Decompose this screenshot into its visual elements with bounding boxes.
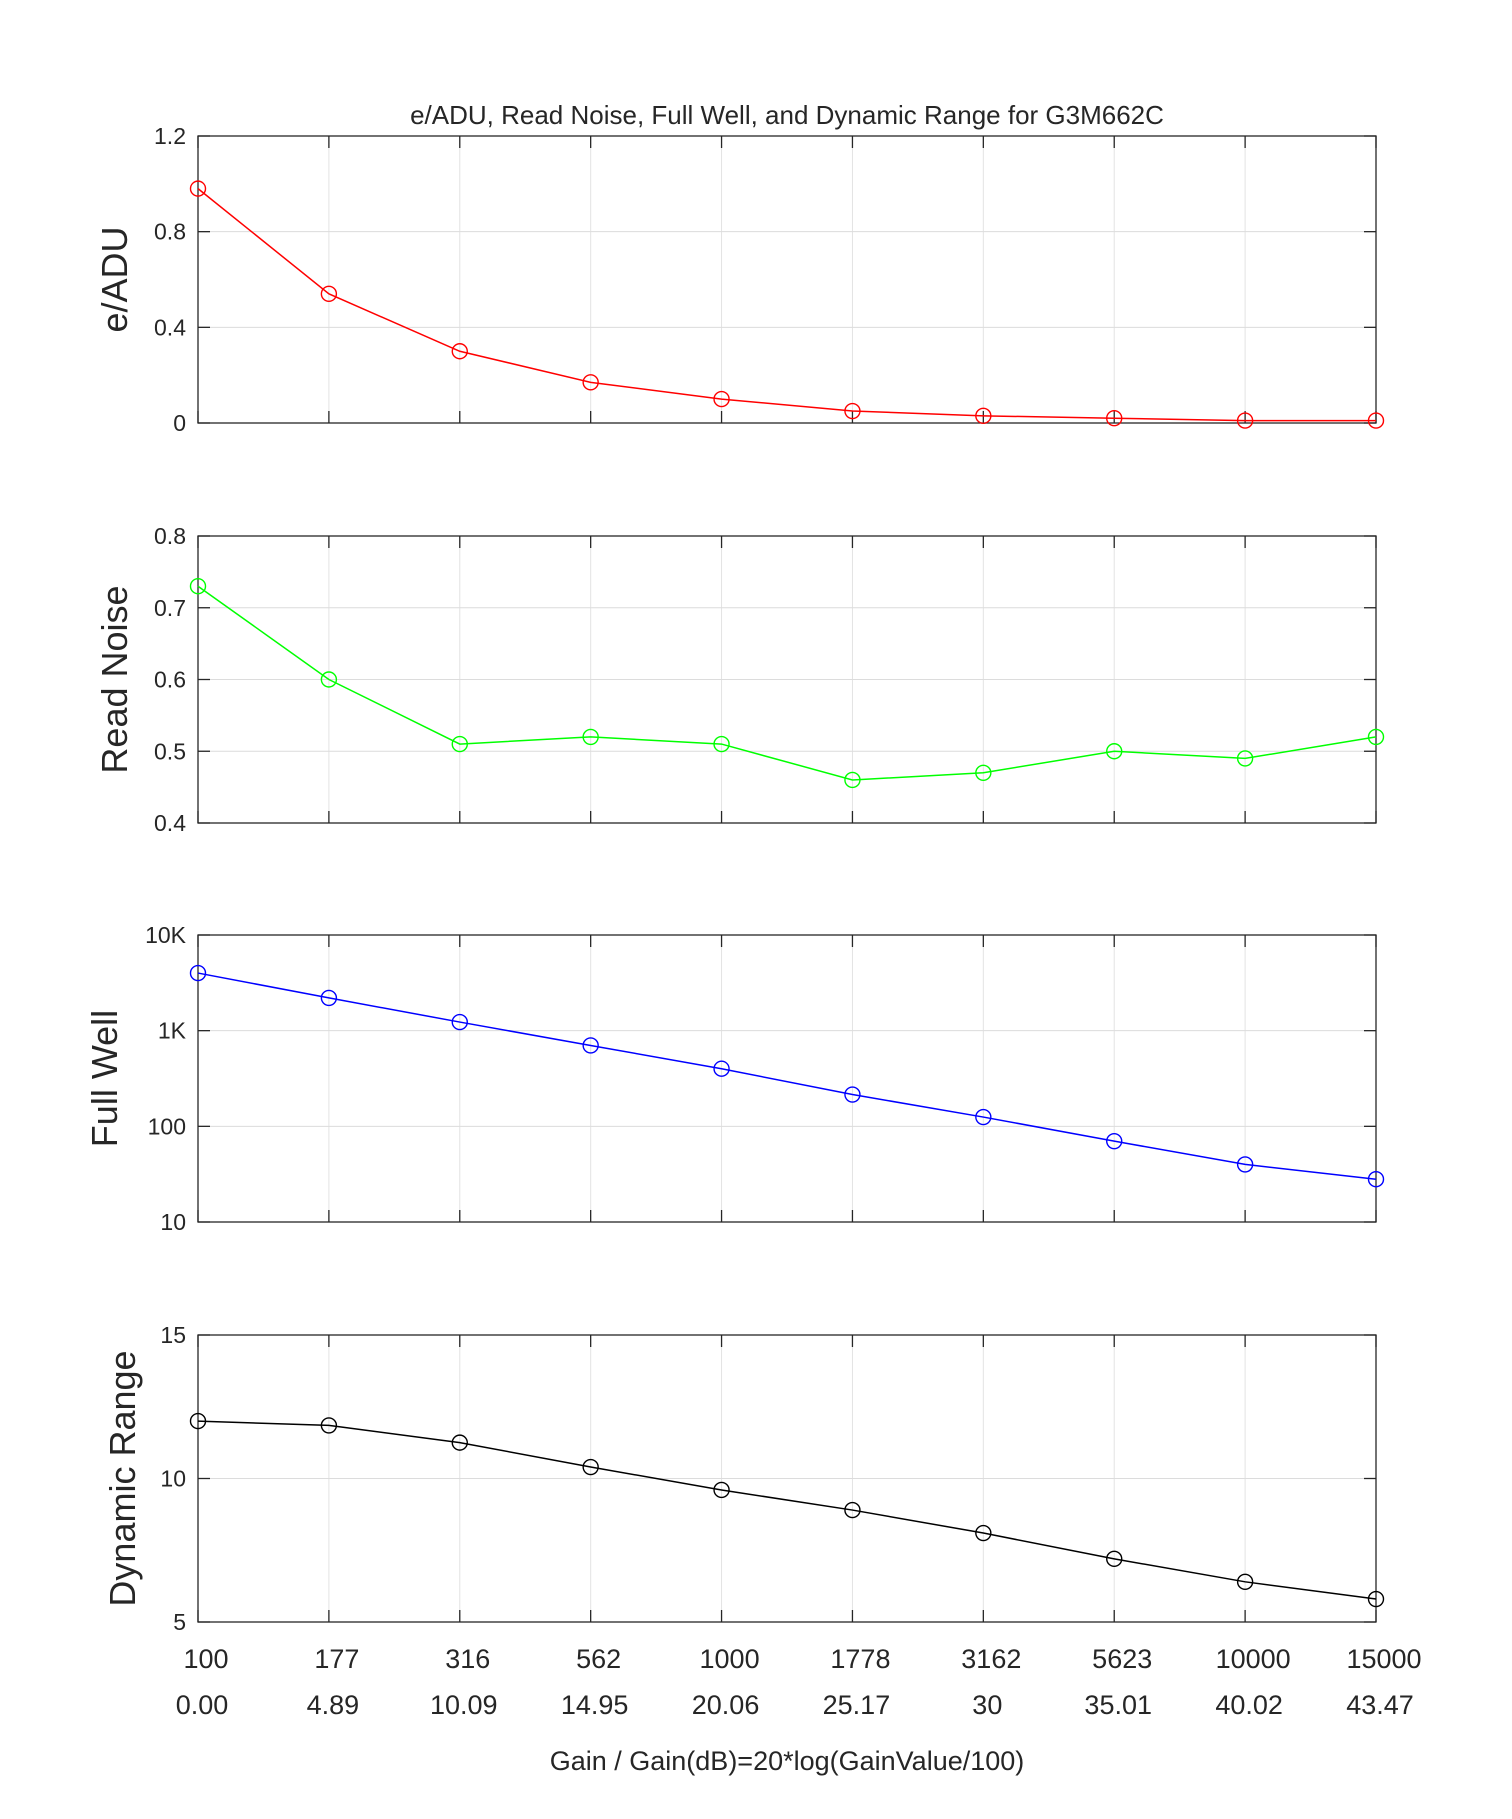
y-tick-label: 10 [160,1209,186,1235]
data-point-marker [713,390,730,408]
data-point-marker [189,180,207,197]
y-tick-label: 0.6 [154,667,186,693]
data-point-marker [844,771,861,789]
y-tick-label: 0.8 [154,523,186,549]
x-tick-label-db: 25.17 [823,1690,891,1720]
x-tick-label-gain: 1778 [830,1644,890,1674]
data-point-marker [975,764,992,781]
data-point-marker [320,285,338,303]
chart-title: e/ADU, Read Noise, Full Well, and Dynami… [410,100,1164,130]
x-tick-label-gain: 1000 [700,1644,760,1674]
data-point-marker [1367,728,1385,746]
x-tick-label-gain: 562 [576,1644,621,1674]
data-point-marker [582,1037,599,1054]
y-tick-label: 10 [160,1466,186,1492]
data-point-marker [451,343,468,360]
x-tick-label-gain: 10000 [1216,1644,1291,1674]
data-point-marker [1106,1132,1123,1150]
data-point-marker [975,1108,992,1126]
data-point-marker [451,735,468,753]
y-tick-label: 0.8 [154,219,186,245]
x-tick-label-db: 30 [972,1690,1002,1720]
data-point-marker [1236,412,1254,429]
x-tick-label-db: 14.95 [561,1690,629,1720]
y-axis-label: Read Noise [94,585,135,773]
y-tick-label: 100 [148,1113,186,1139]
series-line [197,972,1377,1180]
data-point-marker [1367,412,1385,429]
x-tick-label-gain: 5623 [1092,1644,1152,1674]
data-point-marker [713,1060,730,1077]
y-tick-label: 10K [145,922,187,948]
data-point-marker [582,374,599,391]
data-point-marker [844,1086,861,1103]
series-line [197,1420,1377,1600]
data-point-marker [320,1417,338,1434]
data-point-marker [582,728,599,746]
y-tick-label: 0.4 [154,314,186,340]
data-point-marker [189,964,207,982]
x-tick-label-gain: 15000 [1346,1644,1421,1674]
data-point-marker [844,402,861,420]
y-tick-label: 0.4 [154,810,186,836]
data-point-marker [320,671,338,688]
series-line [197,585,1377,781]
data-point-marker [582,1458,599,1476]
x-tick-label-db: 35.01 [1084,1690,1152,1720]
x-axis-label: Gain / Gain(dB)=20*log(GainValue/100) [550,1746,1025,1776]
y-tick-label: 0.7 [154,595,186,621]
series-line [197,188,1376,422]
data-point-marker [1236,1156,1254,1173]
data-point-marker [844,1501,861,1519]
axes-box [197,934,1377,1223]
x-tick-label-db: 4.89 [307,1690,360,1720]
data-point-marker [1236,750,1254,767]
data-point-marker [320,989,338,1007]
x-tick-label-db: 20.06 [692,1690,760,1720]
data-point-marker [1106,743,1123,760]
x-tick-label-gain: 3162 [961,1644,1021,1674]
y-tick-label: 15 [160,1322,186,1348]
x-tick-label-db: 10.09 [430,1690,498,1720]
data-point-marker [189,1412,207,1430]
data-point-marker [1236,1573,1254,1591]
y-tick-label: 1K [158,1018,187,1044]
data-point-marker [713,1481,730,1499]
y-axis-label: Full Well [84,1010,125,1147]
x-tick-label-db: 0.00 [176,1690,229,1720]
x-tick-label-db: 40.02 [1215,1690,1283,1720]
x-tick-label-gain: 100 [183,1644,228,1674]
data-point-marker [975,1524,992,1542]
y-tick-label: 5 [173,1609,186,1635]
axes-box [197,135,1377,424]
data-point-marker [1367,1171,1385,1188]
data-point-marker [451,1013,468,1031]
data-point-marker [1367,1590,1385,1608]
data-point-marker [189,578,207,595]
data-point-marker [975,407,992,425]
y-tick-label: 1.2 [154,123,186,149]
y-axis-label: e/ADU [94,226,135,332]
y-tick-label: 0.5 [154,738,186,764]
data-point-marker [1106,1550,1123,1568]
y-tick-label: 0 [173,410,186,436]
data-point-marker [451,1434,468,1451]
x-tick-label-gain: 316 [445,1644,490,1674]
x-tick-label-gain: 177 [314,1644,359,1674]
y-axis-label: Dynamic Range [102,1350,143,1606]
x-tick-label-db: 43.47 [1346,1690,1414,1720]
data-point-marker [713,735,730,753]
data-point-marker [1106,410,1123,427]
